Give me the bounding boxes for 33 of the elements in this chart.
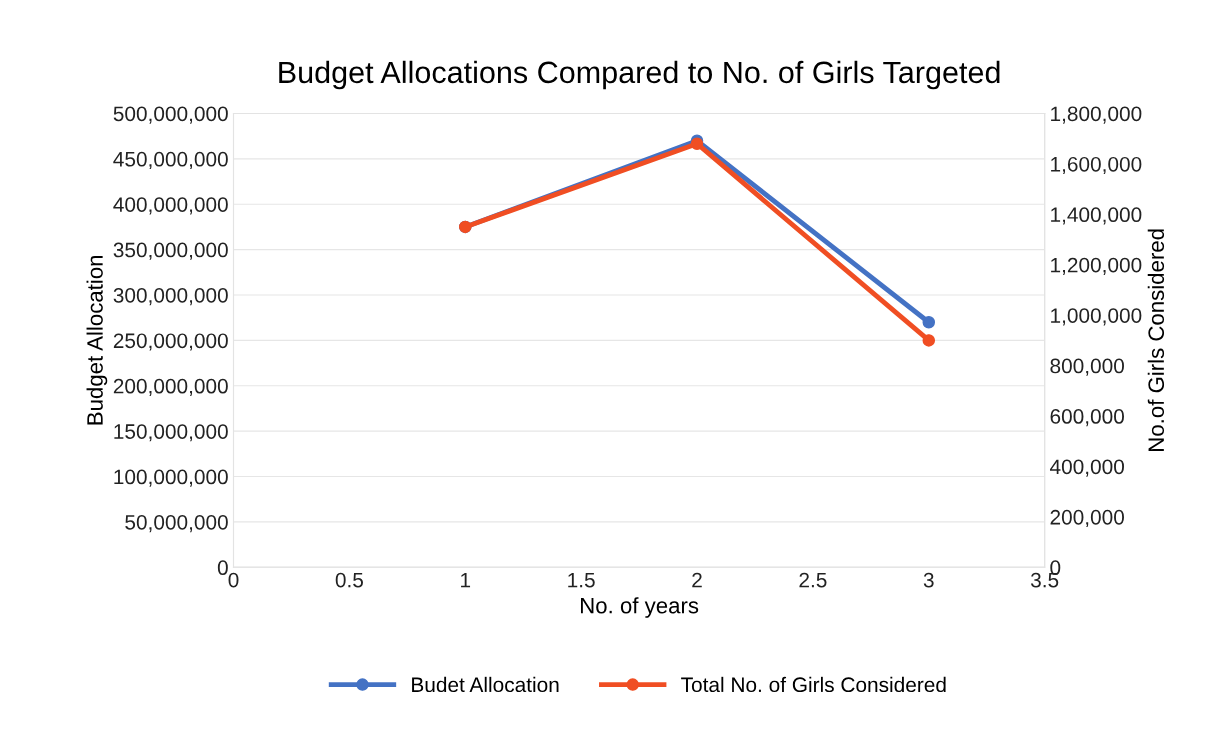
- y-tick-label: 50,000,000: [125, 514, 228, 533]
- chart-title: Budget Allocations Compared to No. of Girls Targeted: [279, 60, 1000, 90]
- y2-tick-label: 1,600,000: [1051, 156, 1142, 175]
- y-tick-label: 100,000,000: [114, 469, 228, 487]
- y2-axis-title: No.of Girls Considered: [1147, 229, 1165, 451]
- y2-tick-label: 1,400,000: [1051, 207, 1142, 225]
- x-tick-label: 0: [228, 572, 239, 588]
- y2-tick-label: 1,200,000: [1051, 257, 1142, 275]
- y2-tick-label: 400,000: [1049, 459, 1124, 477]
- legend-label: Budet Allocation: [412, 676, 559, 693]
- x-tick-label: 2: [692, 572, 702, 588]
- x-tick-label: 1.5: [568, 572, 595, 588]
- y-tick-label: 400,000,000: [113, 197, 228, 215]
- x-tick-label: 3: [923, 572, 934, 588]
- x-tick-label: 1: [461, 572, 471, 588]
- y2-tick-label: 1,000,000: [1051, 308, 1142, 326]
- x-axis-title: No. of years: [581, 597, 699, 618]
- x-tick-label: 2.5: [799, 572, 827, 588]
- y-tick-label: 350,000,000: [113, 242, 228, 260]
- y-tick-label: 200,000,000: [113, 378, 228, 396]
- y-tick-label: 150,000,000: [114, 424, 228, 442]
- y-tick-label: 250,000,000: [113, 333, 228, 351]
- y2-tick-label: 800,000: [1050, 358, 1124, 376]
- y2-tick-label: 600,000: [1050, 409, 1124, 427]
- y-tick-label: 300,000,000: [113, 288, 228, 306]
- y2-tick-label: 200,000: [1050, 509, 1124, 528]
- x-tick-label: 0.5: [335, 572, 363, 588]
- y-tick-label: 450,000,000: [113, 151, 228, 170]
- y2-tick-label: 1,800,000: [1051, 106, 1142, 124]
- y-axis-title: Budget Allocation: [86, 255, 108, 425]
- y-tick-label: 500,000,000: [113, 106, 228, 124]
- legend-label: Total No. of Girls Considered: [681, 676, 946, 693]
- y-tick-label: 0: [217, 560, 228, 576]
